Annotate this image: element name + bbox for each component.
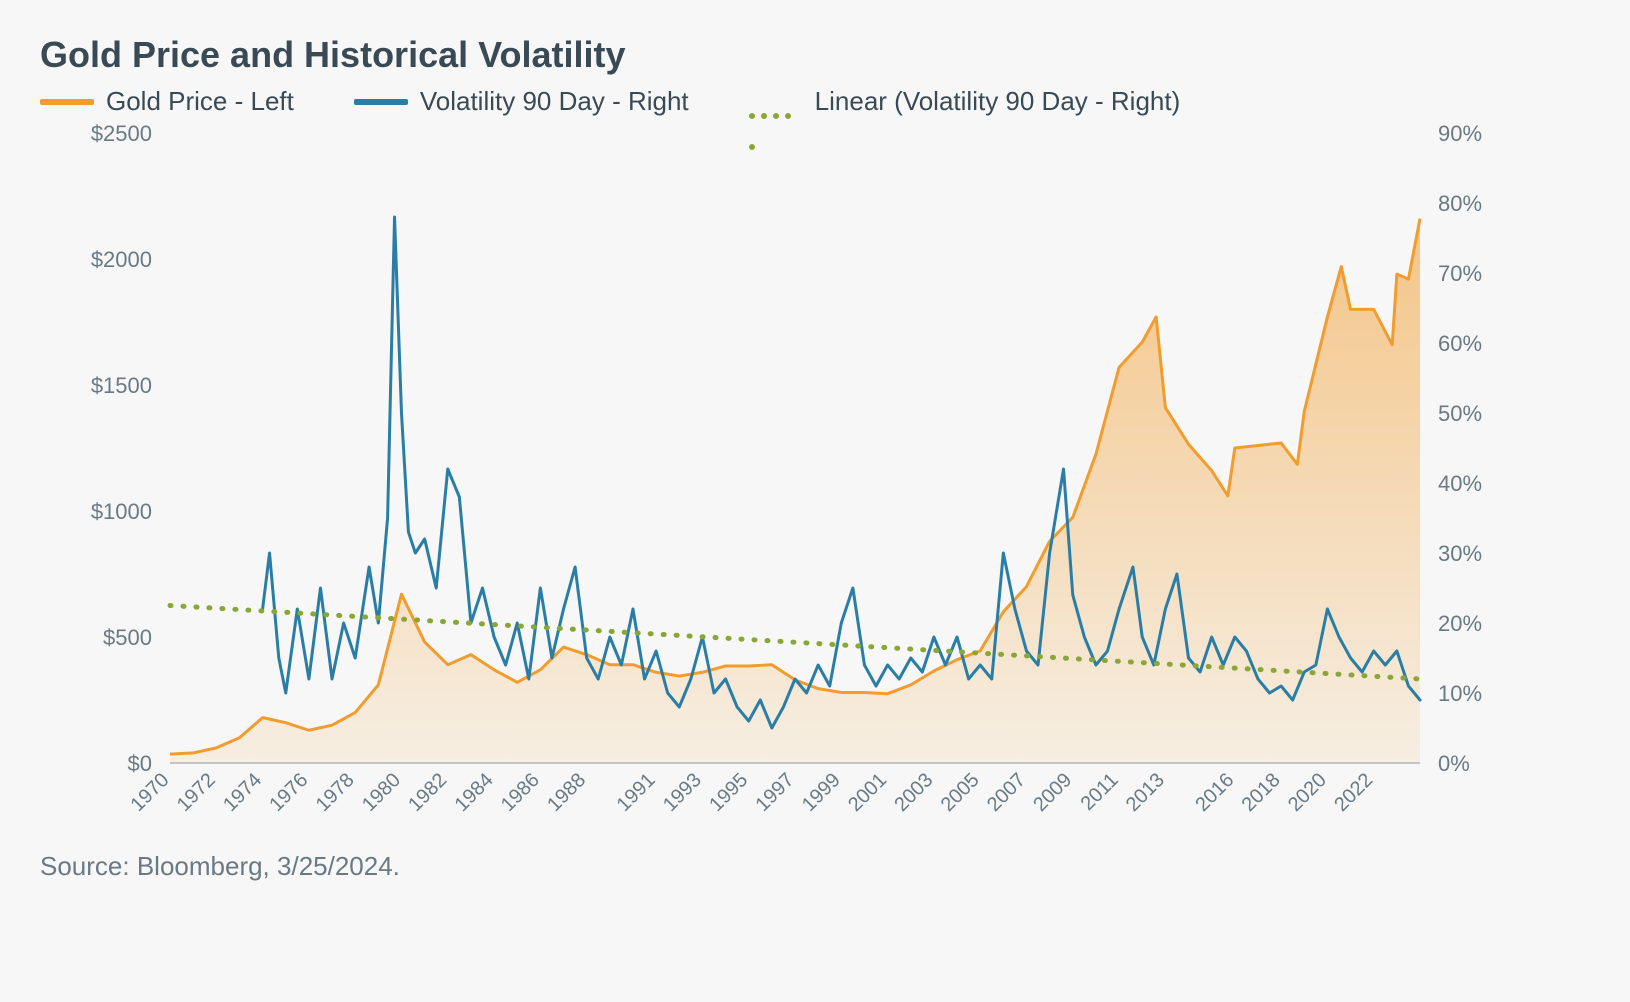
x-tick-label: 1984 — [451, 769, 498, 816]
chart-svg: $0 $500 $1000 $1500 $2000 $2500 0% 10% 20% 30% 40%… — [40, 123, 1530, 843]
x-tick-label: 2016 — [1191, 769, 1238, 816]
y-right-tick: 30% — [1438, 541, 1482, 566]
y-right-tick: 70% — [1438, 261, 1482, 286]
y-left-tick: $1500 — [91, 373, 152, 398]
plot-area: $0 $500 $1000 $1500 $2000 $2500 0% 10% 20% 30% 40%… — [40, 123, 1530, 843]
x-tick-label: 1982 — [404, 769, 451, 816]
x-tick-label: 1972 — [173, 769, 220, 816]
x-tick-label: 1970 — [127, 769, 174, 816]
x-tick-label: 1993 — [659, 769, 706, 816]
x-tick-label: 1986 — [497, 769, 544, 816]
legend-item-vol: Volatility 90 Day - Right — [354, 86, 689, 117]
chart-title: Gold Price and Historical Volatility — [40, 34, 1530, 76]
x-tick-label: 1991 — [613, 769, 660, 816]
legend-swatch-trend — [749, 99, 803, 105]
x-tick-label: 2003 — [890, 769, 937, 816]
x-tick-label: 2009 — [1029, 769, 1076, 816]
source-text: Source: Bloomberg, 3/25/2024. — [40, 851, 1530, 882]
x-tick-label: 1988 — [543, 769, 590, 816]
y-left-tick: $0 — [128, 751, 152, 776]
legend: Gold Price - Left Volatility 90 Day - Ri… — [40, 86, 1530, 117]
x-tick-label: 1997 — [752, 769, 799, 816]
x-tick-label: 2011 — [1077, 769, 1123, 815]
legend-item-gold: Gold Price - Left — [40, 86, 294, 117]
legend-item-trend: Linear (Volatility 90 Day - Right) — [749, 86, 1181, 117]
x-tick-label: 1980 — [358, 769, 405, 816]
x-tick-label: 1978 — [312, 769, 359, 816]
x-tick-label: 2001 — [844, 769, 891, 816]
y-right-tick: 80% — [1438, 191, 1482, 216]
x-tick-label: 2022 — [1330, 769, 1377, 816]
y-right-tick: 20% — [1438, 611, 1482, 636]
y-right-tick: 10% — [1438, 681, 1482, 706]
legend-label-vol: Volatility 90 Day - Right — [420, 86, 689, 117]
y-right-tick: 40% — [1438, 471, 1482, 496]
x-tick-label: 1976 — [265, 769, 312, 816]
legend-label-gold: Gold Price - Left — [106, 86, 294, 117]
y-right-tick: 0% — [1438, 751, 1470, 776]
legend-label-trend: Linear (Volatility 90 Day - Right) — [815, 86, 1181, 117]
x-tick-label: 2007 — [983, 769, 1030, 816]
y-right-tick: 90% — [1438, 123, 1482, 146]
y-right-tick: 60% — [1438, 331, 1482, 356]
y-right-tick: 50% — [1438, 401, 1482, 426]
x-tick-label: 1974 — [219, 769, 266, 816]
x-tick-label: 1995 — [705, 769, 752, 816]
y-left-tick: $1000 — [91, 499, 152, 524]
y-left-tick: $2500 — [91, 123, 152, 146]
x-tick-label: 1999 — [798, 769, 845, 816]
x-tick-label: 2013 — [1122, 769, 1169, 816]
legend-swatch-vol — [354, 99, 408, 105]
legend-swatch-gold — [40, 99, 94, 105]
x-tick-label: 2005 — [937, 769, 984, 816]
x-tick-label: 2020 — [1284, 769, 1331, 816]
y-left-tick: $500 — [103, 625, 152, 650]
chart-container: Gold Price and Historical Volatility Gol… — [0, 0, 1570, 900]
x-tick-label: 2018 — [1238, 769, 1285, 816]
y-left-tick: $2000 — [91, 247, 152, 272]
